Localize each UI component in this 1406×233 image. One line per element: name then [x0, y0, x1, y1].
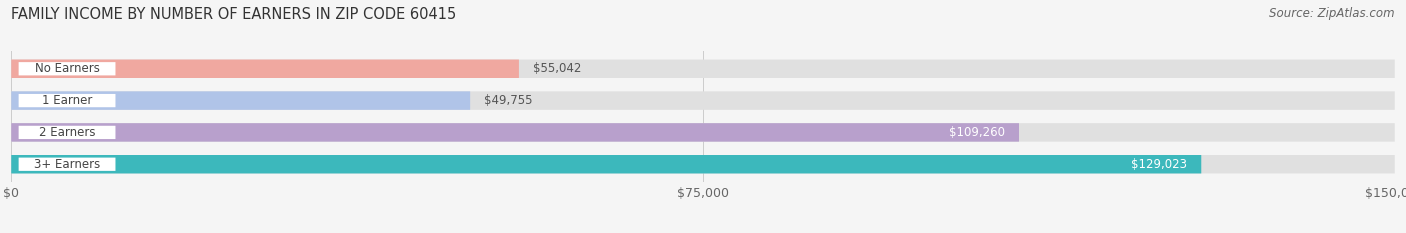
Text: FAMILY INCOME BY NUMBER OF EARNERS IN ZIP CODE 60415: FAMILY INCOME BY NUMBER OF EARNERS IN ZI…: [11, 7, 457, 22]
Text: $109,260: $109,260: [949, 126, 1005, 139]
FancyBboxPatch shape: [18, 126, 115, 139]
Text: 2 Earners: 2 Earners: [39, 126, 96, 139]
Text: 1 Earner: 1 Earner: [42, 94, 93, 107]
Text: 3+ Earners: 3+ Earners: [34, 158, 100, 171]
Text: $129,023: $129,023: [1132, 158, 1188, 171]
Text: $49,755: $49,755: [484, 94, 533, 107]
Text: No Earners: No Earners: [35, 62, 100, 75]
FancyBboxPatch shape: [11, 60, 1395, 78]
FancyBboxPatch shape: [11, 155, 1201, 173]
FancyBboxPatch shape: [11, 123, 1395, 142]
FancyBboxPatch shape: [11, 91, 1395, 110]
FancyBboxPatch shape: [11, 155, 1395, 173]
FancyBboxPatch shape: [11, 123, 1019, 142]
FancyBboxPatch shape: [18, 158, 115, 171]
FancyBboxPatch shape: [18, 94, 115, 107]
FancyBboxPatch shape: [18, 62, 115, 75]
FancyBboxPatch shape: [11, 60, 519, 78]
Text: Source: ZipAtlas.com: Source: ZipAtlas.com: [1270, 7, 1395, 20]
FancyBboxPatch shape: [11, 91, 470, 110]
Text: $55,042: $55,042: [533, 62, 581, 75]
